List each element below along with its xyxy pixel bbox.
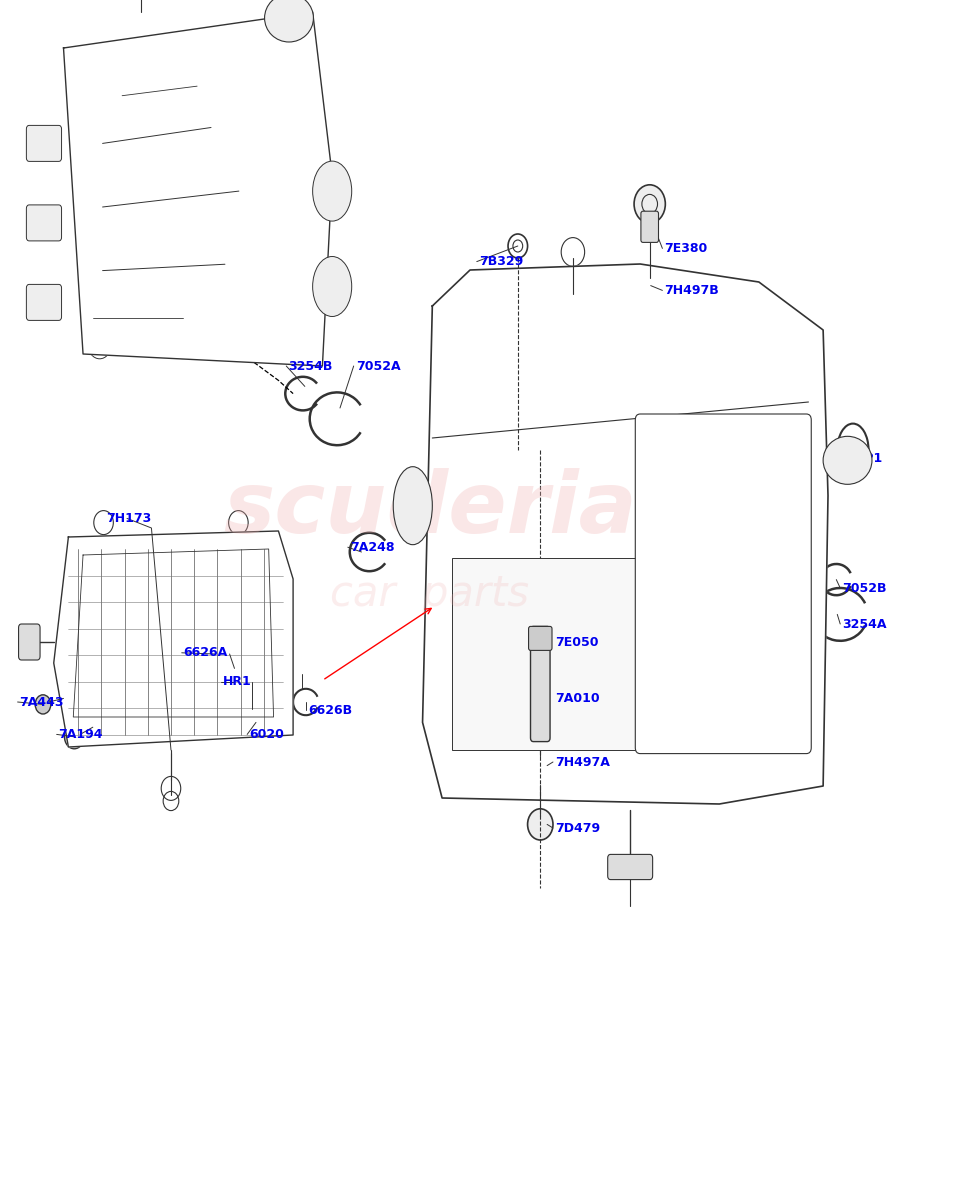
FancyBboxPatch shape xyxy=(26,205,62,241)
Text: 7B329: 7B329 xyxy=(479,256,523,268)
Text: 7A194: 7A194 xyxy=(59,728,104,740)
Circle shape xyxy=(523,602,558,646)
Text: 6626A: 6626A xyxy=(184,647,228,659)
FancyBboxPatch shape xyxy=(26,284,62,320)
Text: 7E050: 7E050 xyxy=(555,636,599,648)
FancyBboxPatch shape xyxy=(608,854,653,880)
Circle shape xyxy=(64,725,84,749)
Text: 7D479: 7D479 xyxy=(555,822,600,834)
FancyBboxPatch shape xyxy=(19,624,40,660)
FancyBboxPatch shape xyxy=(451,558,658,750)
Text: 3254B: 3254B xyxy=(288,360,332,372)
Text: 7E380: 7E380 xyxy=(664,242,707,254)
Polygon shape xyxy=(64,12,332,366)
Text: 7H497B: 7H497B xyxy=(664,284,719,296)
Text: scuderia: scuderia xyxy=(223,468,637,552)
Ellipse shape xyxy=(265,0,314,42)
Circle shape xyxy=(525,746,556,785)
FancyBboxPatch shape xyxy=(531,626,550,742)
Text: HP1: HP1 xyxy=(855,452,883,464)
Text: 7052A: 7052A xyxy=(357,360,402,372)
Polygon shape xyxy=(54,530,293,746)
FancyBboxPatch shape xyxy=(26,126,62,162)
Ellipse shape xyxy=(823,437,871,485)
FancyBboxPatch shape xyxy=(529,626,552,650)
Text: 7H173: 7H173 xyxy=(106,512,151,524)
Text: HR1: HR1 xyxy=(223,676,251,688)
Text: car  parts: car parts xyxy=(330,572,530,614)
Circle shape xyxy=(528,809,553,840)
Circle shape xyxy=(634,185,665,223)
Text: 3254A: 3254A xyxy=(842,618,887,630)
Ellipse shape xyxy=(313,161,352,221)
Text: 7A010: 7A010 xyxy=(555,692,600,704)
Text: 7052B: 7052B xyxy=(842,582,887,594)
Text: 7H497A: 7H497A xyxy=(555,756,610,768)
FancyBboxPatch shape xyxy=(635,414,811,754)
Text: 6020: 6020 xyxy=(249,728,284,740)
Ellipse shape xyxy=(393,467,432,545)
Text: 7A443: 7A443 xyxy=(20,696,64,708)
Circle shape xyxy=(35,695,51,714)
Text: 6626B: 6626B xyxy=(308,704,352,716)
Ellipse shape xyxy=(313,257,352,317)
Text: 7A248: 7A248 xyxy=(350,541,395,553)
Polygon shape xyxy=(422,264,828,804)
FancyBboxPatch shape xyxy=(641,211,658,242)
